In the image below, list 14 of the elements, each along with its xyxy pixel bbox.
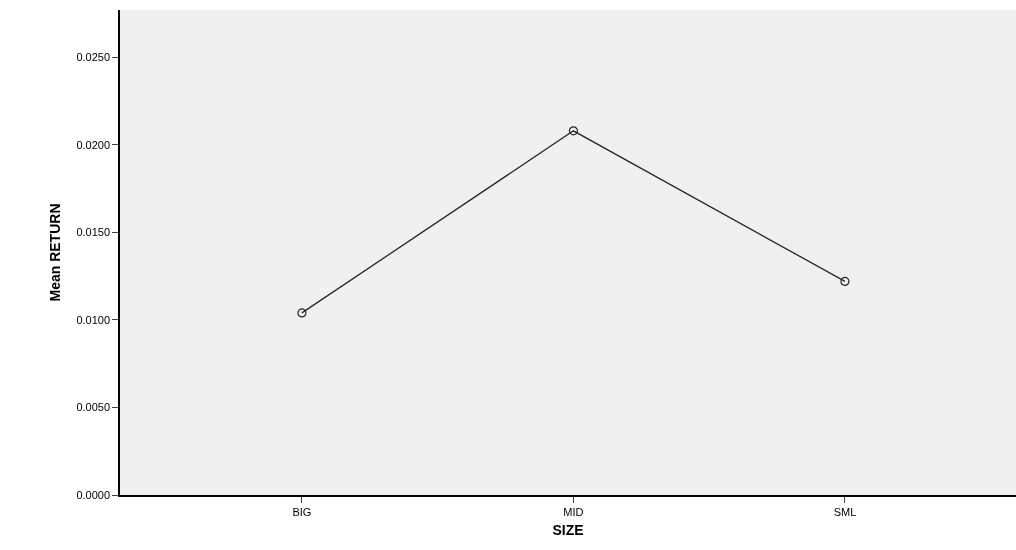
point <box>568 126 579 136</box>
y-tick-label: 0.0000 <box>76 488 111 501</box>
x-tick-label: MID <box>563 505 584 518</box>
x-tick-label: BIG <box>292 505 312 518</box>
x-tick-label: SML <box>833 505 857 518</box>
y-tick-label: 0.0150 <box>76 226 111 239</box>
y-tick-label: 0.0250 <box>76 51 111 64</box>
y-axis-title: Mean RETURN <box>47 203 64 302</box>
point <box>297 308 307 318</box>
y-tick-label: 0.0200 <box>76 138 111 151</box>
point <box>840 276 850 286</box>
y-tick-label: 0.0100 <box>76 313 111 326</box>
x-axis-title: SIZE <box>552 521 584 538</box>
y-tick-label: 0.0050 <box>76 401 111 414</box>
